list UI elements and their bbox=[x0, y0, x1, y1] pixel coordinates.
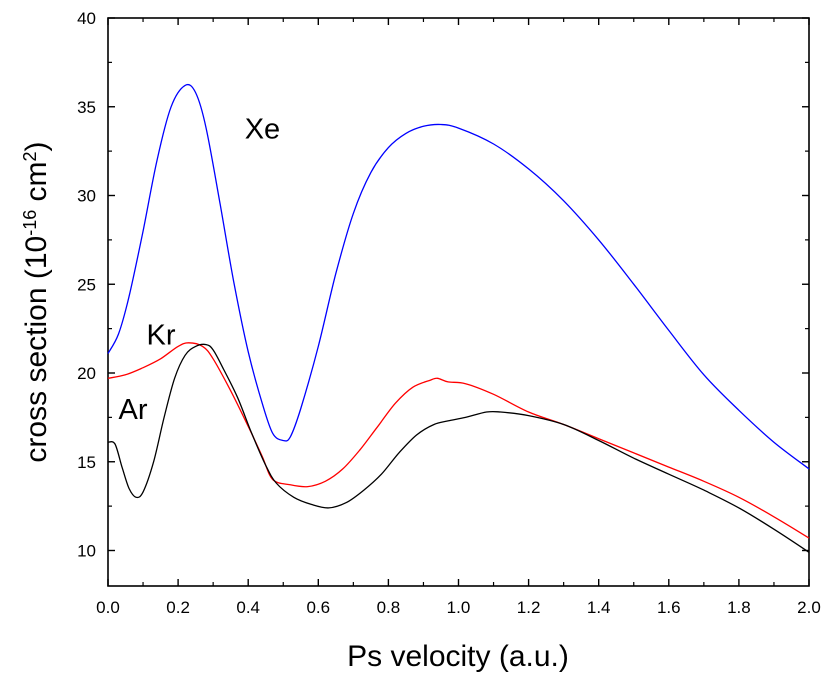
y-tick-label: 10 bbox=[77, 542, 96, 561]
plot-frame bbox=[107, 17, 810, 587]
y-axis-label-mid: cm bbox=[20, 161, 53, 209]
y-tick-label: 25 bbox=[77, 275, 96, 294]
x-axis-label: Ps velocity (a.u.) bbox=[347, 640, 569, 673]
series-line-kr bbox=[107, 342, 810, 539]
series-label-ar: Ar bbox=[119, 394, 148, 426]
x-tick-label: 1.2 bbox=[517, 598, 541, 617]
y-axis-ticks: 10 15 20 25 30 35 40 bbox=[77, 9, 809, 561]
y-axis-label: cross section (10-16 cm2) bbox=[20, 141, 53, 462]
series-label-xe: Xe bbox=[245, 114, 280, 146]
x-tick-label: 0.6 bbox=[306, 598, 330, 617]
x-tick-label: 1.6 bbox=[657, 598, 681, 617]
series-label-kr: Kr bbox=[147, 320, 176, 352]
y-tick-label: 15 bbox=[77, 453, 96, 472]
y-tick-label: 20 bbox=[77, 364, 96, 383]
series-line-ar bbox=[107, 343, 810, 553]
y-tick-label: 35 bbox=[77, 98, 96, 117]
x-tick-label: 1.4 bbox=[587, 598, 611, 617]
y-axis-label-suffix: ) bbox=[20, 141, 53, 151]
x-tick-label: 2.0 bbox=[797, 598, 821, 617]
y-axis-label-exponent-2: 2 bbox=[20, 151, 40, 161]
x-tick-label: 0.4 bbox=[236, 598, 260, 617]
x-tick-label: 0.2 bbox=[166, 598, 190, 617]
series-layer bbox=[107, 83, 810, 553]
y-tick-label: 30 bbox=[77, 187, 96, 206]
x-tick-label: 0.0 bbox=[96, 598, 120, 617]
y-axis-label-exponent-1: -16 bbox=[20, 210, 40, 236]
annotation-layer: Xe Kr Ar bbox=[119, 114, 281, 426]
series-line-xe bbox=[107, 83, 810, 470]
x-axis-ticks: 0.0 0.2 0.4 0.6 0.8 1.0 1.2 1.4 1.6 1.8 2.0 bbox=[96, 18, 821, 617]
x-tick-label: 1.0 bbox=[447, 598, 471, 617]
x-tick-label: 0.8 bbox=[377, 598, 401, 617]
y-axis-label-prefix: cross section (10 bbox=[20, 236, 53, 463]
y-tick-label: 40 bbox=[77, 9, 96, 28]
x-tick-label: 1.8 bbox=[727, 598, 751, 617]
